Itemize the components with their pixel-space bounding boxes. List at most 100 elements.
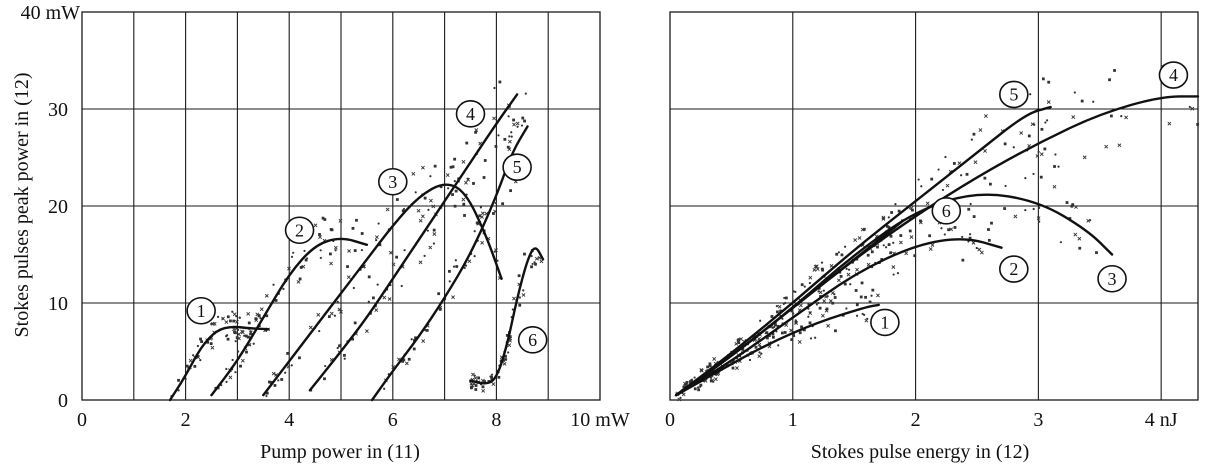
- right-data-point: [1041, 77, 1045, 81]
- right-data-point: [822, 289, 825, 292]
- left-series-label-text: 1: [197, 301, 206, 321]
- right-data-point: [1013, 214, 1018, 219]
- left-data-point: [503, 137, 507, 141]
- left-data-point: [474, 130, 478, 134]
- left-data-point: [517, 274, 521, 278]
- right-data-point: [683, 381, 687, 386]
- left-data-point: [337, 307, 342, 312]
- right-data-point: [808, 311, 812, 314]
- right-data-point: [1077, 236, 1082, 241]
- right-data-point: [889, 234, 893, 238]
- left-data-point: [491, 382, 496, 386]
- right-data-point: [882, 244, 885, 247]
- right-data-point: [1039, 175, 1043, 179]
- right-data-point: [908, 229, 912, 233]
- left-data-point: [245, 350, 248, 354]
- right-data-point: [864, 318, 869, 323]
- right-data-point: [708, 364, 712, 368]
- left-data-point: [523, 252, 526, 256]
- left-x-tick-label: 6: [388, 409, 398, 431]
- left-xlabel: Pump power in (11): [260, 441, 420, 463]
- left-data-point: [383, 387, 386, 390]
- right-data-point: [777, 304, 782, 309]
- right-data-point: [760, 352, 763, 355]
- left-data-point: [334, 249, 337, 252]
- right-data-point: [1073, 232, 1078, 237]
- right-data-point: [967, 240, 970, 243]
- right-data-point: [944, 155, 947, 159]
- left-data-point: [321, 216, 325, 220]
- left-data-point: [338, 344, 341, 348]
- left-data-point: [339, 343, 342, 346]
- left-data-point: [512, 118, 516, 122]
- left-data-point: [303, 249, 306, 253]
- left-data-point: [455, 265, 459, 268]
- right-data-point: [797, 340, 802, 344]
- right-data-point: [928, 247, 933, 251]
- left-data-point: [336, 346, 339, 350]
- right-data-point: [836, 278, 841, 283]
- left-series-label-text: 4: [466, 104, 475, 124]
- left-data-point: [504, 354, 507, 358]
- left-data-point: [421, 339, 426, 343]
- right-data-point: [871, 288, 875, 292]
- left-data-point: [425, 328, 429, 332]
- left-data-point: [318, 329, 321, 333]
- left-series-label: 4: [455, 100, 486, 128]
- right-data-point: [734, 341, 739, 346]
- left-data-point: [199, 359, 202, 362]
- left-data-point: [336, 300, 339, 303]
- right-data-point: [754, 345, 758, 349]
- right-data-point: [930, 243, 935, 247]
- right-data-point: [808, 275, 813, 280]
- right-data-point: [911, 208, 914, 212]
- left-scatter: [170, 80, 544, 398]
- right-data-point: [847, 268, 851, 271]
- left-data-point: [284, 371, 287, 374]
- left-data-point: [451, 165, 455, 169]
- right-data-point: [870, 294, 873, 297]
- right-series-curve: [674, 238, 1003, 397]
- right-data-point: [1190, 106, 1195, 111]
- right-data-point: [1188, 105, 1191, 109]
- right-series-label: 5: [999, 80, 1029, 109]
- left-data-point: [510, 135, 513, 138]
- right-data-point: [833, 293, 836, 296]
- right-data-point: [970, 138, 973, 141]
- right-data-point: [712, 356, 717, 361]
- right-data-point: [969, 202, 972, 206]
- left-data-point: [353, 249, 357, 252]
- left-data-point: [243, 334, 246, 337]
- left-data-point: [521, 293, 526, 297]
- left-data-point: [391, 262, 396, 267]
- left-data-point: [229, 319, 232, 323]
- left-data-point: [464, 264, 468, 267]
- right-data-point: [822, 299, 827, 304]
- left-data-point: [449, 165, 453, 169]
- left-data-point: [445, 173, 450, 177]
- left-data-point: [347, 249, 352, 253]
- left-data-point: [423, 254, 426, 257]
- right-data-point: [807, 315, 810, 318]
- left-data-point: [506, 145, 510, 149]
- left-data-point: [388, 250, 393, 255]
- right-data-point: [1167, 121, 1172, 126]
- left-data-point: [530, 265, 533, 269]
- right-data-point: [990, 221, 993, 225]
- right-data-point: [881, 215, 886, 220]
- right-data-point: [977, 247, 982, 252]
- left-data-point: [448, 280, 451, 283]
- left-data-point: [483, 159, 487, 162]
- right-data-point: [1078, 246, 1082, 250]
- left-data-point: [466, 177, 471, 182]
- left-data-point: [338, 218, 343, 223]
- left-data-point: [292, 251, 295, 254]
- left-data-point: [473, 374, 476, 377]
- right-data-point: [709, 379, 713, 383]
- right-data-point: [713, 377, 718, 382]
- left-x-tick-label: 8: [491, 409, 501, 431]
- left-data-point: [329, 261, 333, 266]
- right-data-point: [859, 295, 863, 299]
- right-data-point: [983, 176, 987, 180]
- right-data-point: [766, 336, 769, 340]
